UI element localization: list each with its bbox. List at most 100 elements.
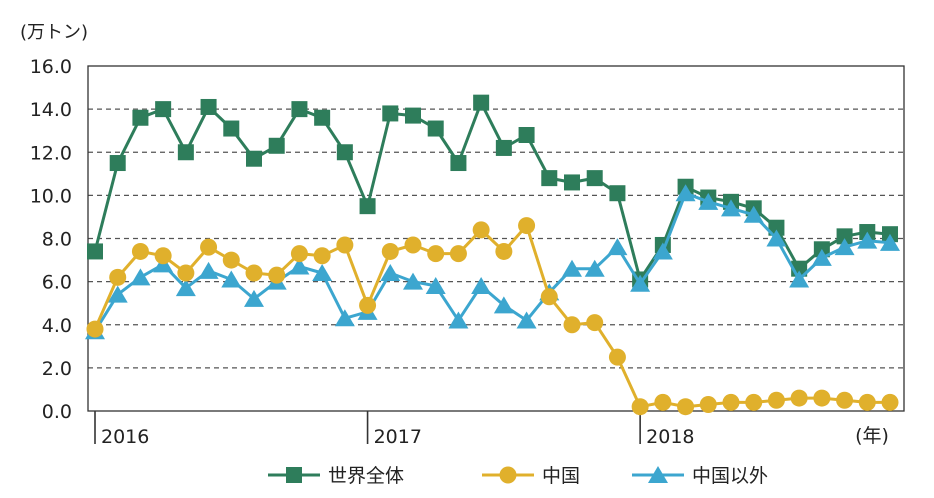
y-tick-label: 16.0 xyxy=(30,56,72,78)
data-point xyxy=(631,398,649,416)
y-tick-label: 0.0 xyxy=(42,401,72,423)
data-point xyxy=(268,266,286,284)
data-point xyxy=(405,107,421,124)
data-point xyxy=(630,274,651,292)
data-point xyxy=(381,242,399,260)
data-point xyxy=(836,391,854,409)
y-tick-label: 10.0 xyxy=(30,185,72,207)
data-point xyxy=(427,120,444,137)
data-point xyxy=(177,264,195,282)
y-tick-label: 8.0 xyxy=(42,229,72,251)
data-point xyxy=(313,247,331,265)
legend-label: 中国 xyxy=(542,465,580,487)
data-point xyxy=(109,155,126,172)
data-point xyxy=(699,396,717,414)
data-point xyxy=(471,276,492,294)
data-point xyxy=(836,228,853,245)
series-line xyxy=(93,191,891,332)
data-point xyxy=(722,393,740,411)
legend-marker xyxy=(286,467,302,483)
data-point xyxy=(382,105,399,122)
data-point xyxy=(586,314,604,332)
data-point xyxy=(743,205,764,223)
data-point xyxy=(155,101,172,118)
data-point xyxy=(495,242,513,260)
series-group xyxy=(85,94,900,416)
data-point xyxy=(766,229,787,247)
y-tick-label: 12.0 xyxy=(30,142,72,164)
data-point xyxy=(562,259,582,277)
data-point xyxy=(245,264,263,282)
y-tick-label: 6.0 xyxy=(42,272,72,294)
legend-label: 世界全体 xyxy=(328,465,404,487)
data-point xyxy=(132,109,149,126)
data-point xyxy=(767,391,785,409)
x-tick-label: 2018 xyxy=(646,426,694,448)
y-axis-ticks: 0.0 2.0 4.0 6.0 8.0 10.0 12.0 14.0 16.0 xyxy=(30,56,72,423)
data-point xyxy=(425,276,446,294)
data-point xyxy=(336,236,354,254)
data-point xyxy=(518,217,536,235)
data-point xyxy=(198,261,219,279)
x-tick-label: 2016 xyxy=(101,426,149,448)
data-point xyxy=(540,288,558,306)
data-point xyxy=(427,245,445,263)
data-point xyxy=(223,120,240,137)
data-point xyxy=(495,139,512,156)
data-point xyxy=(473,94,490,111)
data-point xyxy=(175,279,196,297)
data-point xyxy=(380,264,401,281)
data-point xyxy=(109,268,127,286)
data-point xyxy=(721,199,741,217)
data-point xyxy=(768,219,785,236)
plot-frame xyxy=(87,65,905,412)
data-point xyxy=(450,155,467,172)
data-point xyxy=(359,198,376,215)
data-point xyxy=(404,236,422,254)
data-point xyxy=(403,272,423,290)
data-point xyxy=(608,348,626,366)
y-tick-label: 2.0 xyxy=(42,358,72,380)
data-point xyxy=(518,127,535,143)
data-point xyxy=(857,231,878,249)
data-point xyxy=(268,137,285,154)
data-point xyxy=(130,268,151,286)
data-point xyxy=(222,251,240,269)
data-point xyxy=(675,184,696,202)
data-point xyxy=(563,316,581,334)
data-point xyxy=(607,238,628,256)
data-point xyxy=(834,238,855,256)
data-point xyxy=(107,285,128,303)
data-point xyxy=(87,243,103,260)
legend: 世界全体 中国 中国以外 xyxy=(268,465,768,487)
data-point xyxy=(654,393,672,411)
data-point xyxy=(698,192,719,210)
data-point xyxy=(200,98,217,115)
series-triangle xyxy=(85,184,900,340)
data-point xyxy=(131,242,149,260)
data-point xyxy=(564,174,580,191)
data-point xyxy=(290,245,308,263)
series-circle xyxy=(86,217,899,416)
x-axis: 2016 2017 2018 xyxy=(94,411,695,448)
legend-label: 中国以外 xyxy=(692,465,768,487)
data-point xyxy=(789,270,810,288)
data-point xyxy=(472,221,490,239)
data-point xyxy=(813,389,831,407)
data-point xyxy=(677,398,695,416)
y-tick-label: 4.0 xyxy=(42,315,72,337)
data-point xyxy=(246,150,262,167)
data-point xyxy=(609,185,626,202)
data-point xyxy=(334,309,355,327)
data-point xyxy=(289,257,310,275)
data-point xyxy=(359,296,377,314)
data-point xyxy=(586,170,603,187)
x-tick-label: 2017 xyxy=(374,426,422,448)
data-point xyxy=(336,144,353,161)
data-point xyxy=(177,144,194,161)
data-point xyxy=(881,393,899,411)
data-point xyxy=(745,393,763,411)
y-axis-unit-label: (万トン) xyxy=(20,22,88,43)
data-point xyxy=(858,393,876,411)
